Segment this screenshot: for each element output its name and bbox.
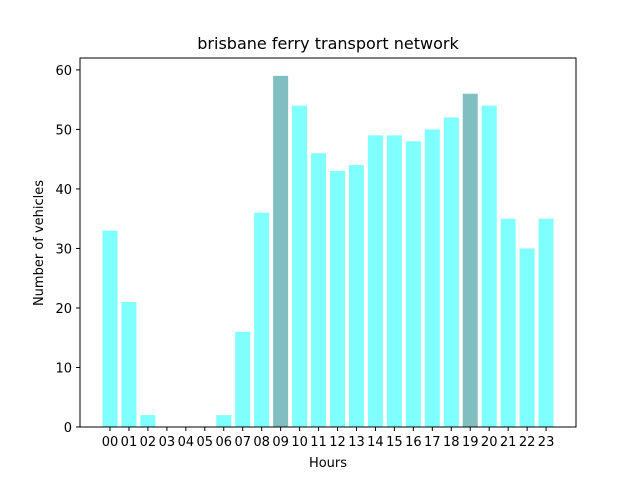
bars-group — [102, 75, 554, 428]
bar-23 — [538, 218, 554, 427]
bar-00 — [102, 230, 118, 427]
x-tick-label: 14 — [367, 435, 384, 450]
y-tick-label: 10 — [55, 361, 72, 376]
x-tick-label: 00 — [102, 435, 119, 450]
x-tick-label: 23 — [538, 435, 555, 450]
y-tick-label: 0 — [64, 421, 72, 436]
y-tick-label: 50 — [55, 123, 72, 138]
x-tick-label: 16 — [405, 435, 422, 450]
bar-17 — [424, 129, 440, 428]
x-tick-label: 21 — [500, 435, 517, 450]
y-axis-ticks: 0 10 20 30 40 50 60 — [55, 64, 80, 436]
bar-16 — [405, 141, 421, 427]
x-tick-label: 12 — [329, 435, 346, 450]
x-tick-label: 03 — [159, 435, 176, 450]
x-axis-ticks: 00 01 02 03 04 05 06 07 08 09 10 11 12 13 14 15 16 17 18 19… — [102, 427, 555, 450]
x-tick-label: 15 — [386, 435, 403, 450]
y-tick-label: 40 — [55, 183, 72, 198]
bar-06 — [216, 415, 232, 427]
x-tick-label: 11 — [310, 435, 327, 450]
bar-22 — [519, 248, 535, 427]
bar-10 — [292, 105, 308, 428]
x-tick-label: 18 — [443, 435, 460, 450]
bar-02 — [140, 415, 156, 427]
bar-13 — [348, 165, 364, 427]
bar-08 — [254, 212, 270, 427]
x-axis-label: Hours — [309, 456, 347, 471]
bar-01 — [121, 302, 137, 427]
x-tick-label: 19 — [462, 435, 479, 450]
y-axis-label: Number of vehicles — [32, 180, 47, 306]
bar-18 — [443, 117, 459, 428]
y-tick-label: 20 — [55, 302, 72, 317]
bar-15 — [386, 135, 402, 427]
x-tick-label: 13 — [348, 435, 365, 450]
x-tick-label: 06 — [215, 435, 232, 450]
x-tick-label: 22 — [519, 435, 536, 450]
x-tick-label: 08 — [253, 435, 270, 450]
x-tick-label: 09 — [272, 435, 289, 450]
bar-21 — [500, 218, 516, 427]
x-tick-label: 02 — [140, 435, 157, 450]
plot-frame — [79, 57, 577, 428]
x-tick-label: 01 — [121, 435, 138, 450]
x-tick-label: 05 — [197, 435, 214, 450]
y-tick-label: 60 — [55, 64, 72, 79]
x-tick-label: 10 — [291, 435, 308, 450]
bar-07 — [235, 331, 251, 427]
bar-09 — [273, 75, 289, 427]
bar-19 — [462, 93, 478, 428]
y-tick-label: 30 — [55, 242, 72, 257]
bar-12 — [330, 171, 346, 427]
bar-11 — [311, 153, 327, 428]
chart-title: brisbane ferry transport network — [197, 34, 459, 53]
bar-14 — [367, 135, 383, 427]
x-tick-label: 04 — [178, 435, 195, 450]
x-tick-label: 17 — [424, 435, 441, 450]
bar-20 — [481, 105, 497, 428]
x-tick-label: 07 — [234, 435, 251, 450]
x-tick-label: 20 — [481, 435, 498, 450]
